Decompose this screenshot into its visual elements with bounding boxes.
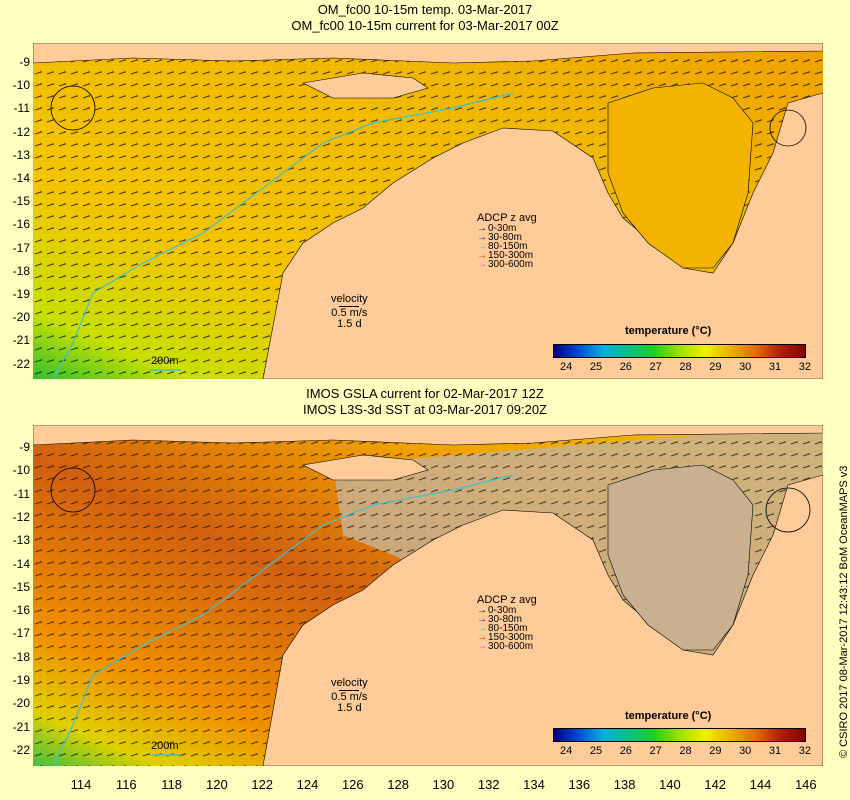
y-tick-label: -20 [12,310,30,325]
arrow-icon: → [477,605,487,616]
y-tick-label: -12 [12,509,30,524]
y-tick-label: -17 [12,240,30,255]
temperature-colorbar-top [553,344,806,358]
eddy-circulation [50,467,96,513]
eddy-circulation [765,487,811,533]
adcp-legend: ADCP z avg → 0-30m → 30-80m → 80-150m → 150-… [477,212,537,271]
y-tick-label: -19 [12,287,30,301]
bottom-title-line2: IMOS L3S-3d SST at 03-Mar-2017 09:20Z [303,402,547,417]
top-map-canvas [32,42,824,380]
arrow-icon: → [477,232,487,243]
x-tick-label: 122 [251,777,274,792]
velocity-scale: velocity 0.5 m/s 1.5 d [331,678,368,714]
x-tick-label: 140 [659,777,681,792]
y-tick-label: -22 [12,356,30,371]
land-australia [262,92,824,380]
velocity-scale-arrow [339,306,360,307]
y-tick-label: -14 [12,556,30,571]
y-tick-label: -9 [19,440,30,454]
adcp-legend-title: ADCP z avg [477,594,537,606]
adcp-legend-title: ADCP z avg [477,212,537,224]
bottom-map: 200m velocity 0.5 m/s 1.5 d ADCP z avg →… [32,424,824,767]
y-tick-label: -20 [12,696,30,711]
velocity-label: velocity [331,293,368,305]
eddy-circulation [50,85,96,131]
bottom-title-line1: IMOS GSLA current for 02-Mar-2017 12Z [306,386,544,401]
arrow-icon: → [477,632,487,643]
x-tick-label: 146 [794,777,817,792]
x-tick-label: 132 [477,777,500,792]
y-tick-label: -15 [12,579,30,594]
x-tick-label: 114 [70,777,92,792]
adcp-legend: ADCP z avg → 0-30m → 30-80m → 80-150m → 150-… [477,594,537,653]
eddy-circulation [769,109,807,147]
y-tick-label: -18 [12,263,30,278]
x-tick-label: 144 [749,777,772,792]
y-tick-label: -19 [12,673,30,687]
gulf-of-carpentaria [607,82,754,269]
y-tick-label: -21 [12,719,30,734]
temperature-colorbar-bottom [553,728,806,742]
arrow-icon: → [477,241,487,252]
isobath-200m [52,92,514,380]
y-tick-label: -18 [12,649,30,664]
isobath-200m [52,474,514,767]
land-australia [262,474,824,767]
gulf-of-carpentaria [607,464,754,651]
top-title-line1: OM_fc00 10-15m temp. 03-Mar-2017 [317,2,533,17]
x-tick-label: 124 [296,777,319,792]
x-tick-label: 118 [161,777,182,792]
arrow-icon: → [477,250,487,261]
y-tick-label: -9 [19,55,30,69]
velocity-scale: velocity 0.5 m/s 1.5 d [331,294,368,330]
x-tick-label: 126 [341,777,364,792]
x-tick-label: 138 [613,777,636,792]
top-map: 200m velocity 0.5 m/s 1.5 d ADCP z avg →… [32,42,824,380]
y-tick-label: -17 [12,626,30,641]
arrow-icon: → [477,223,487,234]
colorbar-ticks-top: 24 25 26 27 28 29 30 31 32 [560,361,811,373]
land-timor [302,72,429,99]
y-tick-label: -13 [12,533,30,548]
velocity-duration: 1.5 d [337,702,362,714]
x-tick-label: 116 [115,777,137,792]
y-tick-label: -11 [13,486,30,501]
velocity-speed: 0.5 m/s [331,307,368,319]
x-tick-label: 120 [206,777,228,792]
y-tick-label: -15 [12,194,30,209]
arrow-icon: → [477,259,487,270]
velocity-duration: 1.5 d [337,318,362,330]
y-tick-label: -16 [12,217,30,232]
credit-text: © CSIRO 2017 08-Mar-2017 12:43:12 BoM Oc… [838,465,850,758]
arrow-icon: → [477,614,487,625]
colorbar-title-bottom: temperature (°C) [625,710,712,722]
x-tick-label: 134 [523,777,545,792]
arrow-icon: → [477,641,487,652]
y-tick-label: -22 [12,742,30,757]
x-tick-label: 130 [432,777,455,792]
x-tick-label: 128 [387,777,409,792]
bottom-map-canvas [32,424,824,767]
y-tick-label: -21 [12,333,30,348]
y-tick-label: -13 [12,147,30,162]
y-tick-label: -11 [13,101,30,116]
arrow-icon: → [477,623,487,634]
y-tick-label: -16 [12,603,30,618]
velocity-scale-arrow [339,690,360,691]
isobath-legend-label: 200m [151,740,179,752]
y-tick-label: -10 [12,78,30,93]
land-timor [302,454,429,481]
colorbar-ticks-bottom: 24 25 26 27 28 29 30 31 32 [560,745,811,757]
x-tick-label: 136 [568,777,591,792]
x-tick-label: 142 [704,777,727,792]
velocity-label: velocity [331,677,368,689]
velocity-speed: 0.5 m/s [331,691,368,703]
y-tick-label: -14 [12,171,30,185]
colorbar-title-top: temperature (°C) [625,325,712,337]
y-tick-label: -12 [12,124,30,139]
top-title-line2: OM_fc00 10-15m current for 03-Mar-2017 0… [291,18,559,33]
isobath-legend-label: 200m [151,355,179,367]
y-tick-label: -10 [12,463,30,478]
